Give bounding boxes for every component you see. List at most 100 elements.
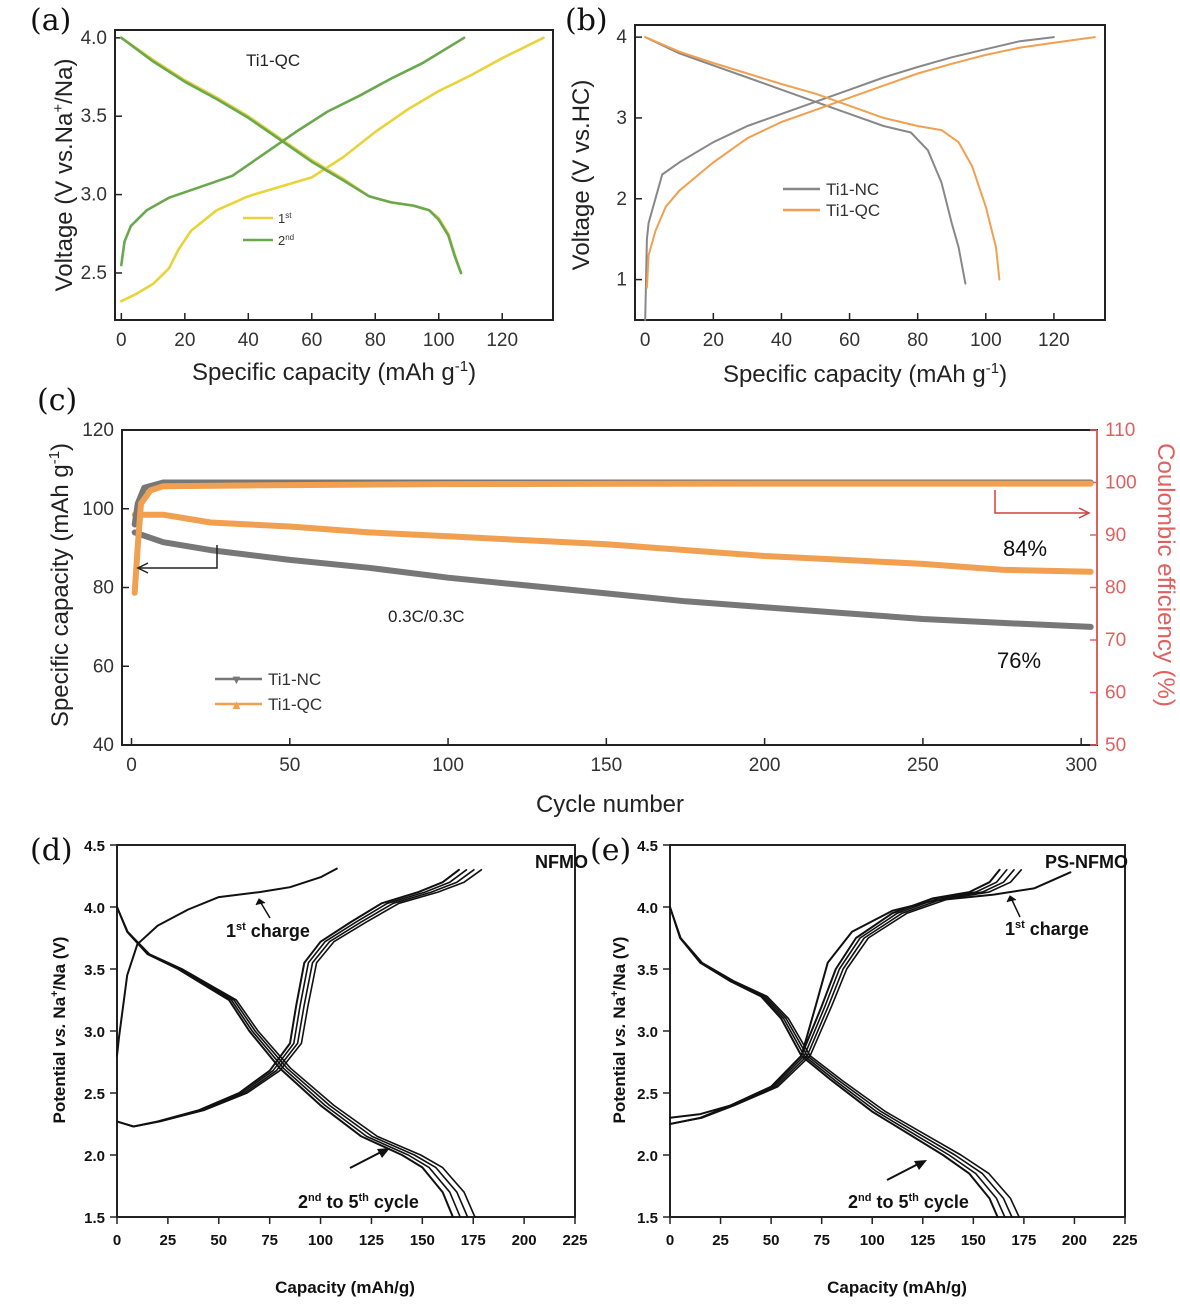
legend-label-2nd: 2nd (278, 233, 294, 248)
panel-d-y-ticks: 1.5 2.0 2.5 3.0 3.5 4.0 4.5 (84, 838, 117, 1227)
panel-a-y-tick-label: 2.5 (81, 263, 107, 284)
panel-d-x-tick-label: 50 (210, 1232, 227, 1249)
panel-d-x-tick-label: 25 (160, 1232, 177, 1249)
panel-e-series-0 (669, 871, 1072, 1119)
panel-c-y2-tick-label: 100 (1105, 473, 1137, 494)
panel-d-series-2-cycle-5 (116, 868, 483, 1128)
panel-a-x-tick-label: 120 (486, 330, 518, 351)
panel-b-plot-frame (634, 24, 1106, 321)
panel-e-x-ticks: 0 25 50 75 100 125 150 175 200 225 (666, 1217, 1138, 1249)
panel-d-y-tick-label: 1.5 (84, 1210, 105, 1227)
panel-c-y2-tick-label: 110 (1105, 420, 1135, 441)
panel-e-y-tick-label: 2.0 (637, 1148, 658, 1165)
panel-e-first-charge-label: 1st charge (1005, 919, 1089, 939)
panel-e-y-ticks: 1.5 2.0 2.5 3.0 3.5 4.0 4.5 (637, 838, 670, 1227)
panel-c-x-axis-label: Cycle number (536, 791, 684, 818)
panel-c-x-tick-label: 150 (590, 755, 622, 776)
panel-c-letter: (c) (37, 383, 77, 418)
panel-a-y-tick-label: 4.0 (81, 28, 107, 49)
panel-a-plot-frame (114, 29, 554, 321)
panel-d-x-tick-label: 200 (512, 1232, 537, 1249)
panel-b-y-ticks: 1 2 3 4 (616, 27, 642, 291)
panel-a-series (120, 36, 545, 303)
panel-b-x-tick-label: 40 (771, 330, 792, 351)
panel-a-series-0 (120, 36, 545, 303)
panel-b-x-axis-label: Specific capacity (mAh g-1) (723, 360, 1007, 388)
panel-a-series-2 (120, 36, 466, 267)
panel-e-x-tick-label: 100 (860, 1232, 885, 1249)
panel-a-letter: (a) (30, 3, 71, 38)
panel-c-retention-qc: 84% (1003, 536, 1047, 561)
panel-c-x-tick-label: 100 (432, 755, 464, 776)
panel-d-x-tick-label: 125 (359, 1232, 384, 1249)
panel-c-x-tick-label: 250 (907, 755, 939, 776)
legend-label-ti1-nc: Ti1-NC (826, 180, 879, 199)
panel-e-x-tick-label: 25 (712, 1232, 729, 1249)
panel-b-y-tick-label: 3 (616, 108, 627, 129)
panel-c-y2-tick-label: 60 (1105, 683, 1126, 704)
panel-c-x-ticks: 0 50 100 150 200 250 300 (126, 738, 1097, 776)
panel-c-y-tick-label: 120 (82, 420, 114, 441)
panel-d-letter: (d) (30, 833, 73, 868)
panel-e-x-tick-label: 225 (1112, 1232, 1137, 1249)
panel-e-plot-frame (669, 844, 1126, 1218)
panel-d-y-tick-label: 4.5 (84, 838, 105, 855)
panel-d-y-tick-label: 2.5 (84, 1086, 105, 1103)
panel-e-series-2-cycle-5 (669, 868, 1023, 1125)
panel-d-series-2 (116, 868, 460, 1128)
panel-a-y-ticks: 2.5 3.0 3.5 4.0 (81, 28, 122, 284)
panel-d-series-1-cycle-3 (116, 906, 462, 1218)
panel-d-x-tick-label: 225 (562, 1232, 587, 1249)
panel-a-x-tick-label: 80 (365, 330, 386, 351)
panel-a-x-tick-label: 0 (116, 330, 127, 351)
panel-d-series-2-cycle-4 (116, 868, 475, 1128)
panel-e-series-1-cycle-4 (669, 906, 1013, 1218)
panel-c-y2-tick-label: 70 (1105, 630, 1126, 651)
legend-label-ti1-qc-c: Ti1-QC (268, 695, 322, 714)
panel-c-retention-nc: 76% (997, 648, 1041, 673)
panel-d-first-charge-arrow (260, 902, 271, 919)
panel-d-first-charge-label: 1st charge (226, 921, 310, 941)
panel-b-x-tick-label: 0 (640, 330, 651, 351)
panel-e-y-tick-label: 3.0 (637, 1024, 658, 1041)
panel-e-first-charge-arrow (1011, 899, 1021, 918)
panel-a-y-axis-label: Voltage (V vs.Na+/Na) (50, 59, 78, 292)
panel-c-series (131, 479, 1094, 630)
legend-label-ti1-nc-c: Ti1-NC (268, 670, 321, 689)
panel-c-series-0 (131, 529, 1094, 630)
panel-c-legend: ▼ Ti1-NC ▲ Ti1-QC (215, 670, 322, 714)
panel-e: (e) 0 25 50 75 100 125 150 175 200 225 1.5 2.0 2.5 3… (590, 833, 1138, 1297)
panel-e-x-tick-label: 125 (910, 1232, 935, 1249)
panel-d-series-1-cycle-5 (116, 906, 476, 1218)
panel-c-left-axis-arrowhead (136, 562, 149, 574)
panel-e-y-tick-label: 1.5 (637, 1210, 658, 1227)
panel-c-y2-tick-label: 80 (1105, 578, 1126, 599)
panel-c-left-axis-arrow (140, 545, 218, 569)
panel-b-series-3 (644, 36, 1001, 281)
panel-d-series-2-cycle-3 (116, 868, 468, 1128)
panel-d-x-tick-label: 100 (308, 1232, 333, 1249)
legend-marker-ti1-qc-c: ▲ (230, 697, 243, 712)
panel-d-sample-label: NFMO (535, 852, 588, 872)
panel-e-x-tick-label: 150 (961, 1232, 986, 1249)
panel-c-y2-axis-label: Coulombic efficiency (%) (1152, 443, 1179, 707)
panel-e-x-tick-label: 0 (666, 1232, 674, 1249)
panel-e-y-axis-label: Potential vs. Na+/Na (V) (609, 937, 629, 1124)
panel-b-series (644, 36, 1096, 321)
panel-e-x-axis-label: Capacity (mAh/g) (827, 1278, 967, 1297)
panel-c-y2-tick-label: 50 (1105, 735, 1126, 756)
panel-e-series (669, 868, 1072, 1218)
panel-b-x-tick-label: 100 (970, 330, 1002, 351)
panel-a-x-ticks: 0 20 40 60 80 100 120 (116, 313, 518, 351)
panel-a-x-tick-label: 100 (423, 330, 455, 351)
panel-a-x-tick-label: 40 (238, 330, 259, 351)
panel-d-y-tick-label: 3.5 (84, 962, 105, 979)
panel-d-x-axis-label: Capacity (mAh/g) (275, 1278, 415, 1297)
panel-d-cycles-arrowhead (377, 1148, 390, 1158)
panel-a: (a) 0 20 40 60 80 100 120 2.53.03.54.0 Ti1-QC … (30, 3, 554, 386)
panel-a-x-tick-label: 60 (301, 330, 322, 351)
panel-c-x-tick-label: 200 (749, 755, 781, 776)
panel-c-series-3 (131, 480, 1094, 596)
panel-e-y-tick-label: 3.5 (637, 962, 658, 979)
panel-b-x-tick-label: 60 (839, 330, 860, 351)
